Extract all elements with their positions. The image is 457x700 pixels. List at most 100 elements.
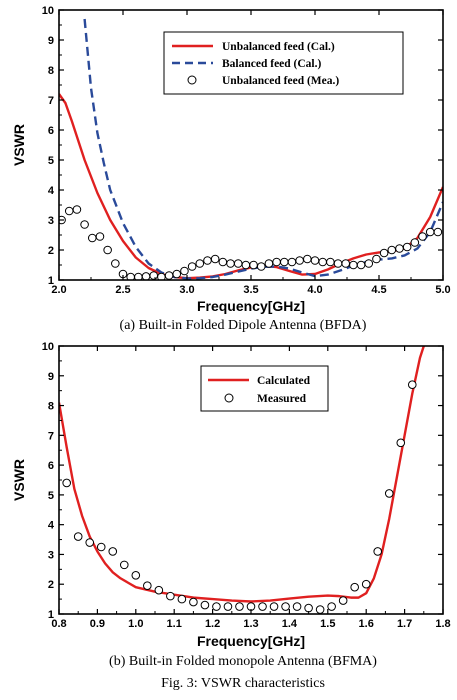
point-measured <box>200 600 210 610</box>
y-tick-label: 10 <box>42 5 54 17</box>
point-measured <box>315 605 325 614</box>
point-unbalanced-feed-mea <box>279 257 289 267</box>
legend-label-balanced-cal: Balanced feed (Cal.) <box>222 58 322 70</box>
point-measured <box>143 581 152 591</box>
y-tick-label: 7 <box>48 430 54 442</box>
point-unbalanced-feed-mea <box>333 259 343 268</box>
y-tick-label: 6 <box>48 460 54 472</box>
legend-marker-unbalanced-mea <box>187 75 197 85</box>
point-measured <box>62 478 71 488</box>
point-measured <box>166 591 175 601</box>
x-tick-label: 1.1 <box>167 618 182 630</box>
point-unbalanced-feed-mea <box>149 271 159 280</box>
point-measured <box>131 570 141 580</box>
chart-bfma: 0.8 0.9 1.0 1.1 1.2 1.3 1.4 1.5 1.6 1.7 1.8 1 2 3 4 5 6 7… <box>11 341 451 669</box>
chart-bfda: 2.0 2.5 3.0 3.5 4.0 4.5 5.0 1 2 3 4 5 6 7 8 9 10 Frequen… <box>11 5 451 333</box>
point-measured <box>373 547 383 556</box>
x-tick-label: 1.0 <box>128 618 143 630</box>
point-measured <box>177 594 187 604</box>
point-unbalanced-feed-mea <box>210 254 220 264</box>
point-unbalanced-feed-mea <box>233 259 243 268</box>
point-unbalanced-feed-mea <box>318 257 327 267</box>
point-unbalanced-feed-mea <box>372 254 381 264</box>
point-unbalanced-feed-mea <box>95 232 105 241</box>
legend-label-measured: Measured <box>257 393 307 405</box>
point-measured <box>396 438 406 448</box>
x-tick-label: 4.0 <box>307 284 322 296</box>
point-unbalanced-feed-mea <box>187 262 197 271</box>
x-tick-label: 3.0 <box>179 284 194 296</box>
point-measured <box>189 597 198 607</box>
point-unbalanced-feed-mea <box>141 272 151 280</box>
x-tick-label: 0.9 <box>90 618 105 630</box>
x-tick-label: 1.6 <box>359 618 374 630</box>
point-unbalanced-feed-mea <box>418 232 427 241</box>
x-tick-label: 1.4 <box>282 618 298 630</box>
point-unbalanced-feed-mea <box>303 254 312 264</box>
point-unbalanced-feed-mea <box>395 244 404 253</box>
point-unbalanced-feed-mea <box>111 259 120 268</box>
point-unbalanced-feed-mea <box>287 257 297 267</box>
x-axis-title: Frequency[GHz] <box>197 298 305 314</box>
y-tick-label: 8 <box>48 401 54 413</box>
y-tick-label: 9 <box>48 371 54 383</box>
point-measured <box>292 602 302 611</box>
point-unbalanced-feed-mea <box>218 257 228 267</box>
point-measured <box>85 538 95 547</box>
x-tick-label: 1.2 <box>205 618 220 630</box>
point-unbalanced-feed-mea <box>164 271 174 280</box>
point-unbalanced-feed-mea <box>249 260 258 270</box>
point-unbalanced-feed-mea <box>72 205 82 214</box>
y-tick-label: 2 <box>48 579 54 591</box>
point-unbalanced-feed-mea <box>264 259 274 268</box>
point-unbalanced-feed-mea <box>226 259 235 268</box>
y-tick-label: 3 <box>48 549 54 561</box>
point-measured <box>269 602 279 611</box>
y-tick-label: 5 <box>48 155 54 167</box>
point-measured <box>338 596 348 605</box>
y-tick-label: 10 <box>42 341 54 353</box>
y-tick-label: 1 <box>48 609 54 621</box>
point-unbalanced-feed-mea <box>103 245 112 255</box>
point-unbalanced-feed-mea <box>379 248 389 258</box>
point-unbalanced-feed-mea <box>310 256 320 265</box>
y-tick-label: 3 <box>48 215 54 227</box>
x-tick-label: 2.5 <box>115 284 130 296</box>
x-tick-label: 3.5 <box>243 284 258 296</box>
y-tick-label: 5 <box>48 490 54 502</box>
y-axis-title: VSWR <box>11 459 27 501</box>
y-tick-label: 4 <box>48 520 55 532</box>
caption-a: (a) Built-in Folded Dipole Antenna (BFDA… <box>120 318 367 333</box>
x-tick-label: 2.0 <box>51 284 66 296</box>
point-measured <box>96 542 106 552</box>
series-line-calculated <box>59 346 425 603</box>
x-tick-label: 0.8 <box>51 618 66 630</box>
point-unbalanced-feed-mea <box>402 242 412 252</box>
point-measured <box>223 602 233 611</box>
point-measured <box>304 603 313 613</box>
x-tick-label: 1.8 <box>435 618 450 630</box>
point-unbalanced-feed-mea <box>203 256 212 265</box>
point-unbalanced-feed-mea <box>326 257 335 267</box>
point-unbalanced-feed-mea <box>356 260 366 270</box>
y-tick-label: 6 <box>48 125 54 137</box>
y-axis-title: VSWR <box>11 124 27 166</box>
x-axis-title: Frequency[GHz] <box>197 633 305 649</box>
point-measured <box>407 380 417 390</box>
point-unbalanced-feed-mea <box>295 256 304 265</box>
x-tick-label: 1.5 <box>320 618 335 630</box>
point-measured <box>361 579 371 589</box>
point-unbalanced-feed-mea <box>64 206 74 216</box>
point-measured <box>119 560 129 570</box>
x-tick-label: 4.5 <box>371 284 386 296</box>
legend-box <box>163 31 404 95</box>
point-unbalanced-feed-mea <box>433 227 443 237</box>
point-unbalanced-feed-mea <box>387 245 397 255</box>
x-tick-label: 1.7 <box>397 618 412 630</box>
point-unbalanced-feed-mea <box>80 220 89 229</box>
point-measured <box>281 602 290 611</box>
legend-box <box>200 365 329 412</box>
x-tick-label: 5.0 <box>435 284 450 296</box>
point-unbalanced-feed-mea <box>241 260 251 270</box>
